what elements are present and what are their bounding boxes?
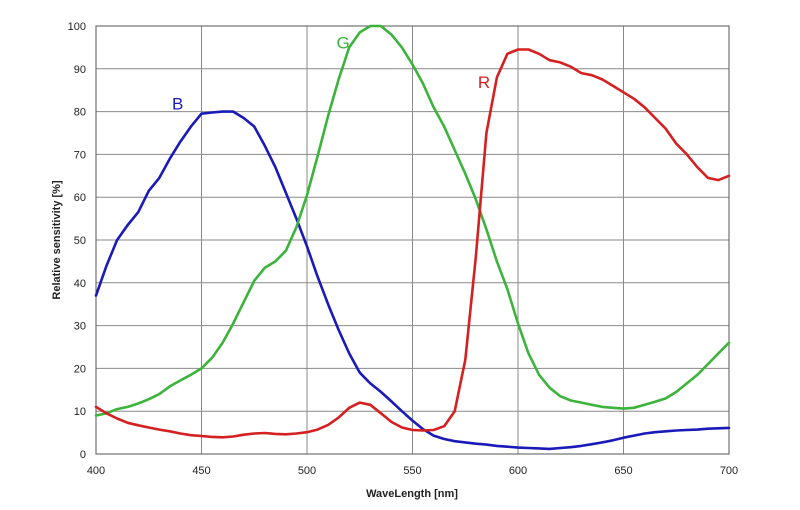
series-label-r: R — [478, 73, 490, 92]
y-tick-label: 20 — [74, 363, 86, 375]
y-tick-label: 40 — [74, 278, 86, 290]
x-tick-label: 650 — [614, 465, 632, 477]
series-lines — [94, 24, 731, 451]
y-tick-label: 30 — [74, 321, 86, 333]
series-annotations: B G R — [172, 33, 490, 113]
x-tick-label: 400 — [87, 465, 105, 477]
y-tick-label: 80 — [74, 107, 86, 119]
series-label-g: G — [337, 33, 350, 52]
y-tick-label: 10 — [74, 406, 86, 418]
x-tick-labels: 400 450 500 550 600 650 700 — [87, 465, 738, 477]
x-axis-title: WaveLength [nm] — [366, 488, 458, 500]
series-line-r — [94, 48, 731, 439]
y-axis-title: Relative sensitivity [%] — [51, 180, 63, 300]
x-tick-label: 500 — [298, 465, 316, 477]
x-tick-label: 550 — [403, 465, 421, 477]
x-tick-label: 700 — [720, 465, 738, 477]
y-tick-label: 50 — [74, 235, 86, 247]
x-tick-label: 450 — [192, 465, 210, 477]
y-tick-label: 90 — [74, 64, 86, 76]
plot-frame — [95, 25, 730, 455]
y-tick-labels: 0 10 20 30 40 50 60 70 80 90 100 — [68, 21, 86, 461]
y-tick-label: 70 — [74, 149, 86, 161]
series-line-g — [94, 24, 731, 417]
series-label-b: B — [172, 94, 183, 113]
grid — [95, 25, 730, 455]
y-tick-label: 0 — [80, 449, 86, 461]
y-tick-label: 60 — [74, 192, 86, 204]
y-tick-label: 100 — [68, 21, 86, 33]
x-tick-label: 600 — [509, 465, 527, 477]
series-line-b — [94, 110, 731, 451]
